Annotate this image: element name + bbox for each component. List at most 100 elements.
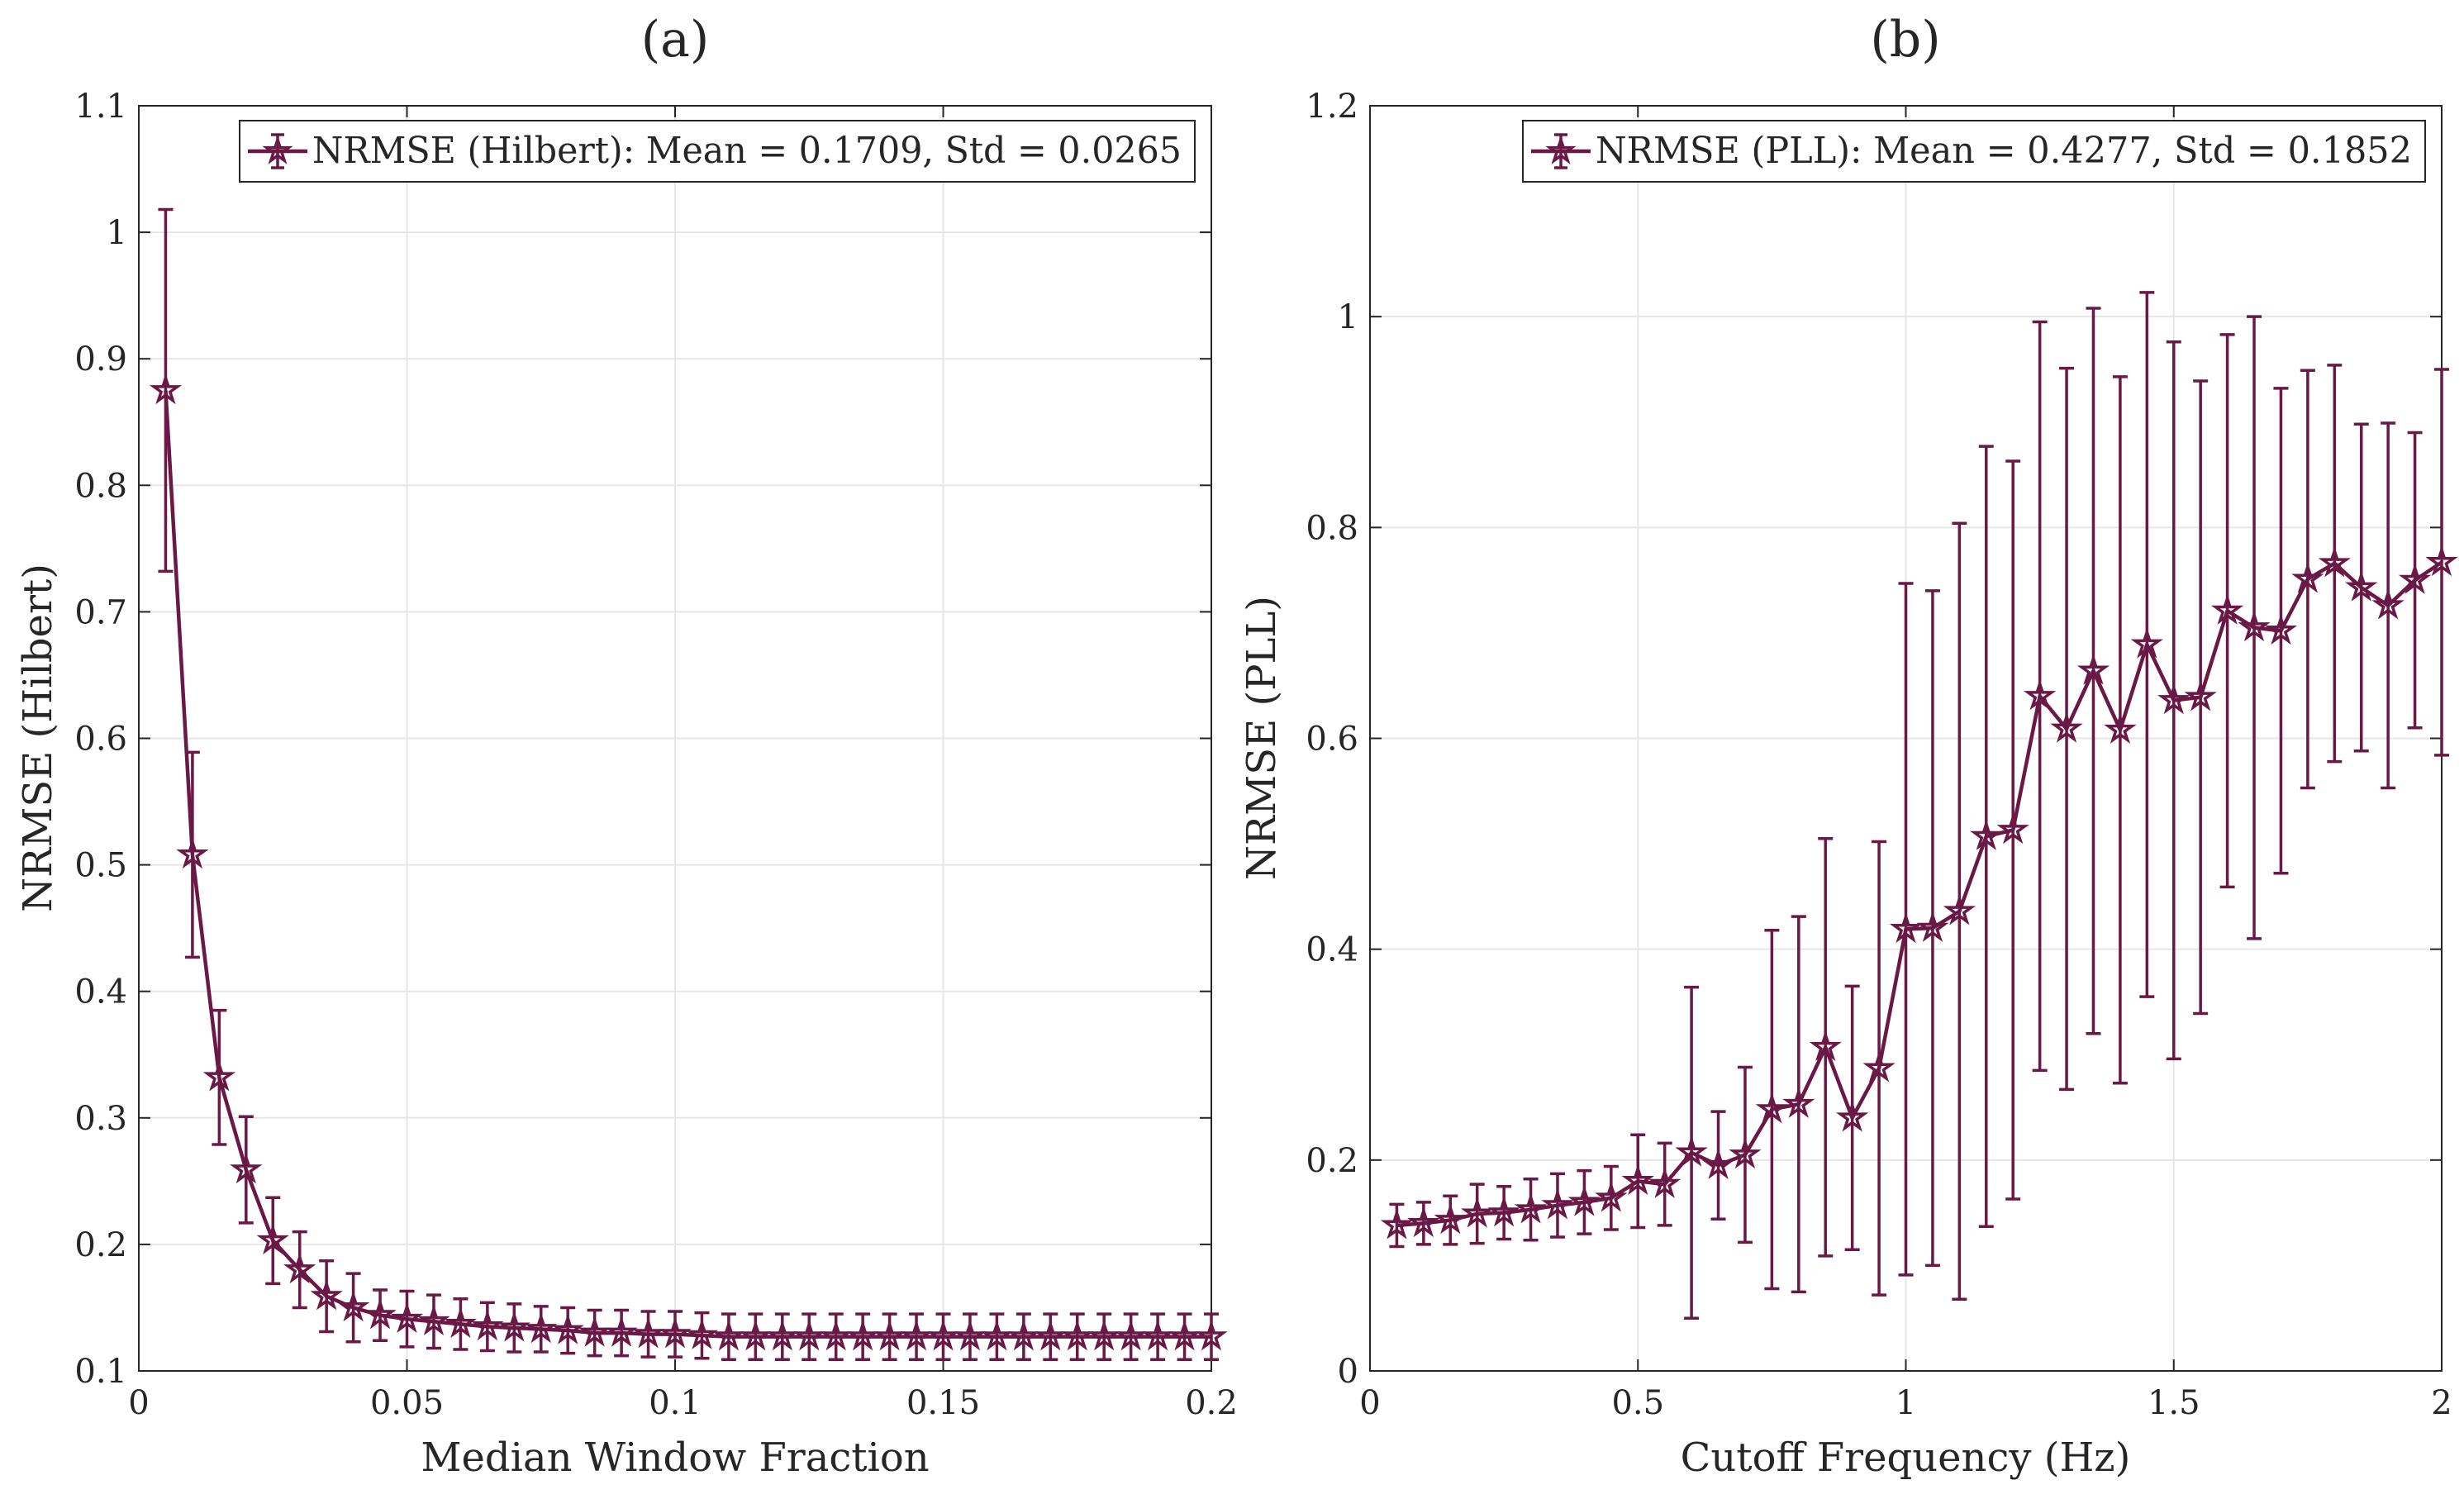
panel-b-xlabel: Cutoff Frequency (Hz) bbox=[1681, 1435, 2131, 1481]
panel-b-data-point bbox=[1595, 1181, 1628, 1212]
panel-b-data-point bbox=[2371, 588, 2405, 620]
panel-b-data-point bbox=[1729, 1137, 1762, 1169]
panel-b-data-point bbox=[1541, 1188, 1574, 1220]
panel-a-xtick-label: 0.15 bbox=[906, 1384, 980, 1422]
panel-a-ytick-label: 1.1 bbox=[74, 88, 127, 126]
panel-b-ylabel: NRMSE (PLL) bbox=[1239, 596, 1285, 880]
panel-b-legend-marker bbox=[1545, 135, 1577, 164]
panel-a-data-point bbox=[605, 1316, 638, 1347]
panel-a-ytick-label: 0.7 bbox=[74, 593, 127, 631]
panel-b-xtick-labels: 0 0.5 1 1.5 2 bbox=[1359, 1384, 2452, 1422]
panel-a-ytick-label: 1 bbox=[107, 214, 127, 252]
panel-a-series-line bbox=[164, 390, 1211, 1339]
panel-a-data-point bbox=[685, 1318, 719, 1349]
panel-a-legend-box bbox=[239, 120, 1196, 183]
panel-a-data-point bbox=[820, 1319, 853, 1351]
panel-a-data-point bbox=[230, 1152, 263, 1184]
panel-b-data-point bbox=[1996, 812, 2029, 845]
panel-a-xtick-label: 0 bbox=[128, 1384, 149, 1422]
panel-a-data-point bbox=[954, 1319, 987, 1351]
panel-a-ticks bbox=[138, 105, 1212, 1372]
panel-b-ytick-label: 0.6 bbox=[1306, 721, 1358, 759]
panel-a-data-point bbox=[256, 1223, 289, 1255]
panel-b-data-point bbox=[2050, 711, 2083, 743]
panel-a-ytick-label: 0.9 bbox=[74, 340, 127, 378]
panel-b-data-point bbox=[2345, 570, 2378, 602]
panel-a-data-point bbox=[336, 1290, 370, 1322]
panel-a-legend-label: NRMSE (Hilbert): Mean = 0.1709, Std = 0.… bbox=[312, 130, 1182, 172]
panel-b-data-point bbox=[2238, 610, 2271, 642]
panel-b-data-point bbox=[1862, 1051, 1896, 1083]
panel-b-ytick-labels: 0 0.2 0.4 0.6 0.8 1 1.2 bbox=[1306, 88, 1358, 1391]
panel-a-xlabel: Median Window Fraction bbox=[421, 1435, 929, 1481]
panel-b-data-point bbox=[2264, 613, 2298, 645]
panel-b-data-point bbox=[1889, 911, 1923, 944]
panel-a-data-point bbox=[792, 1319, 825, 1351]
panel-b-data-point bbox=[1487, 1195, 1520, 1227]
panel-a-data-point bbox=[1114, 1319, 1148, 1351]
panel-a-data-point bbox=[1007, 1319, 1040, 1351]
panel-a-data-point bbox=[176, 837, 209, 869]
panel-b-data-point bbox=[1701, 1148, 1735, 1179]
panel-b-ytick-label: 1 bbox=[1338, 298, 1358, 336]
panel-b-data-point bbox=[1943, 894, 1976, 926]
panel-a-data-point bbox=[873, 1319, 906, 1351]
panel-a-xtick-label: 0.05 bbox=[370, 1384, 444, 1422]
panel-b-data-point bbox=[2425, 545, 2458, 577]
panel-a-series bbox=[149, 207, 1228, 1361]
panel-b: 0 0.5 1 1.5 2 0 0.2 0.4 0.6 0.8 1 1.2 (b) Cutoff F… bbox=[1239, 11, 2458, 1481]
panel-a-data-point bbox=[364, 1297, 397, 1330]
panel-b-ticks bbox=[1369, 105, 2443, 1372]
panel-b-data-point bbox=[1434, 1202, 1467, 1235]
panel-a: 0 0.05 0.1 0.15 0.2 0.1 0.2 0.3 0.4 0.5 0.6 0.7 0.8… bbox=[15, 11, 1238, 1481]
panel-a-data-point bbox=[202, 1060, 236, 1092]
panel-a-data-point bbox=[1061, 1319, 1094, 1351]
panel-a-legend: NRMSE (Hilbert): Mean = 0.1709, Std = 0.… bbox=[239, 120, 1196, 183]
panel-a-data-point bbox=[283, 1252, 316, 1284]
panel-b-ytick-label: 0 bbox=[1338, 1353, 1358, 1391]
panel-a-data-point bbox=[980, 1319, 1014, 1351]
panel-b-series-line bbox=[1396, 560, 2443, 1228]
panel-b-data-point bbox=[1567, 1185, 1601, 1216]
panel-a-data-point bbox=[900, 1319, 933, 1351]
panel-a-data-point bbox=[631, 1316, 665, 1349]
panel-b-data-point bbox=[1461, 1197, 1494, 1228]
panel-a-data-point bbox=[444, 1306, 478, 1339]
panel-a-xtick-label: 0.1 bbox=[649, 1384, 702, 1422]
panel-a-data-point bbox=[1141, 1319, 1174, 1351]
panel-b-data-point bbox=[1835, 1101, 1869, 1132]
panel-b-data-point bbox=[1916, 911, 1949, 942]
panel-a-ytick-label: 0.8 bbox=[74, 467, 127, 505]
panel-b-data-point bbox=[2184, 680, 2217, 711]
panel-a-data-point bbox=[578, 1316, 611, 1347]
panel-b-legend-box bbox=[1522, 120, 2426, 183]
panel-a-data-point bbox=[149, 373, 183, 405]
panel-b-legend-label: NRMSE (PLL): Mean = 0.4277, Std = 0.1852 bbox=[1596, 130, 2412, 172]
panel-a-ytick-label: 0.2 bbox=[74, 1226, 127, 1264]
panel-b-xtick-label: 2 bbox=[2431, 1384, 2452, 1422]
panel-b-data-point bbox=[2076, 654, 2110, 685]
panel-b-ytick-label: 1.2 bbox=[1306, 88, 1358, 126]
panel-a-data-point bbox=[1168, 1319, 1201, 1351]
panel-b-data-point bbox=[1380, 1208, 1414, 1240]
panel-a-data-point bbox=[712, 1319, 745, 1351]
panel-a-data-point bbox=[390, 1302, 424, 1333]
panel-b-data-point bbox=[2210, 593, 2244, 625]
panel-a-data-point bbox=[551, 1313, 584, 1344]
panel-b-data-point bbox=[2104, 712, 2137, 745]
panel-b-data-point bbox=[2318, 546, 2351, 578]
panel-a-xtick-label: 0.2 bbox=[1185, 1384, 1238, 1422]
panel-a-data-point bbox=[497, 1311, 530, 1342]
panel-b-data-point bbox=[1782, 1087, 1815, 1118]
panel-b-data-point bbox=[1514, 1192, 1548, 1224]
panel-b-data-point bbox=[1675, 1135, 1708, 1167]
panel-a-ytick-label: 0.4 bbox=[74, 973, 127, 1011]
panel-a-ytick-label: 0.6 bbox=[74, 721, 127, 759]
panel-b-title: (b) bbox=[1870, 11, 1940, 69]
panel-b-errorbar bbox=[2434, 368, 2449, 757]
panel-a-data-point bbox=[310, 1279, 343, 1311]
panel-a-ytick-label: 0.5 bbox=[74, 847, 127, 885]
panel-b-data-point bbox=[2157, 683, 2190, 715]
panel-b-data-point bbox=[2023, 678, 2057, 711]
